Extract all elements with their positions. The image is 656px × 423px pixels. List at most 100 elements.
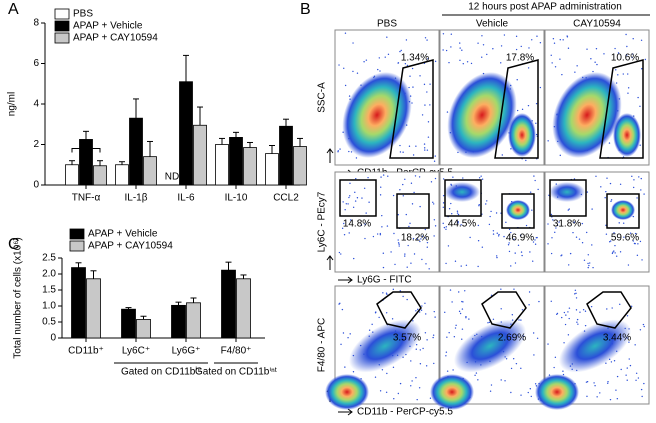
event-dot — [504, 380, 506, 382]
event-dot — [547, 243, 549, 245]
event-dot — [529, 191, 532, 193]
event-dot — [496, 256, 498, 259]
event-dot — [615, 69, 617, 71]
event-dot — [639, 240, 642, 243]
event-dot — [344, 84, 347, 87]
event-dot — [503, 34, 506, 36]
event-dot — [426, 149, 429, 151]
event-dot — [363, 61, 365, 63]
event-dot — [511, 314, 514, 316]
event-dot — [452, 176, 454, 178]
event-dot — [381, 214, 383, 217]
event-dot — [459, 42, 461, 44]
event-dot — [410, 385, 412, 387]
event-dot — [481, 56, 483, 58]
column-header: PBS — [377, 19, 397, 30]
event-dot — [517, 244, 520, 247]
gate — [376, 291, 422, 329]
event-dot — [348, 95, 351, 97]
event-dot — [432, 334, 435, 336]
event-dot — [492, 230, 495, 232]
event-dot — [537, 188, 539, 191]
event-dot — [468, 318, 470, 320]
density — [453, 319, 527, 373]
event-dot — [461, 49, 463, 51]
event-dot — [408, 86, 410, 89]
event-dot — [496, 232, 498, 234]
event-dot — [575, 236, 578, 238]
event-dot — [399, 382, 402, 385]
event-dot — [425, 263, 427, 265]
event-dot — [339, 148, 341, 150]
event-dot — [446, 336, 448, 338]
event-dot — [453, 335, 456, 338]
event-dot — [568, 208, 570, 210]
event-dot — [452, 369, 454, 371]
density — [430, 374, 474, 410]
legend-swatch — [54, 8, 70, 20]
event-dot — [397, 62, 400, 64]
event-dot — [559, 154, 561, 157]
event-dot — [594, 61, 596, 63]
event-dot — [528, 47, 530, 49]
event-dot — [585, 381, 588, 383]
event-dot — [344, 366, 346, 368]
event-dot — [551, 62, 553, 64]
event-dot — [477, 224, 480, 227]
legend-swatch — [54, 20, 70, 32]
density — [535, 374, 579, 410]
y-tick-label: 8 — [33, 18, 39, 29]
event-dot — [595, 48, 598, 50]
event-dot — [486, 53, 488, 56]
event-dot — [462, 301, 464, 303]
event-dot — [386, 293, 388, 296]
event-dot — [457, 222, 459, 224]
event-dot — [477, 42, 479, 44]
event-dot — [447, 245, 450, 247]
event-dot — [424, 228, 427, 231]
event-dot — [426, 39, 428, 41]
event-dot — [500, 288, 502, 290]
bar — [229, 137, 243, 186]
event-dot — [408, 225, 410, 228]
event-dot — [626, 315, 629, 317]
event-dot — [404, 63, 407, 65]
event-dot — [340, 343, 342, 346]
event-dot — [421, 305, 423, 307]
event-dot — [360, 224, 363, 226]
event-dot — [487, 322, 489, 324]
y-axis-label: Ly6C - PEcy7 — [317, 191, 328, 252]
bar — [221, 269, 236, 339]
event-dot — [554, 66, 557, 68]
event-dot — [615, 389, 617, 391]
event-dot — [386, 225, 389, 227]
event-dot — [521, 309, 524, 311]
event-dot — [587, 266, 589, 269]
event-dot — [625, 374, 627, 376]
event-dot — [433, 362, 435, 365]
event-dot — [412, 86, 414, 88]
bar — [79, 139, 93, 186]
event-dot — [586, 381, 589, 383]
event-dot — [622, 73, 624, 75]
event-dot — [612, 251, 614, 253]
event-dot — [536, 236, 538, 239]
event-dot — [394, 263, 396, 266]
event-dot — [603, 53, 605, 55]
x-axis-label: Ly6G - FITC — [357, 275, 412, 286]
event-dot — [399, 151, 402, 153]
gate — [586, 291, 632, 329]
event-dot — [531, 209, 533, 211]
event-dot — [428, 268, 430, 270]
event-dot — [449, 289, 452, 291]
event-dot — [558, 221, 560, 223]
event-dot — [342, 201, 344, 203]
event-dot — [368, 329, 371, 331]
event-dot — [365, 212, 367, 214]
event-dot — [421, 114, 424, 116]
event-dot — [408, 145, 411, 147]
event-dot — [469, 236, 471, 239]
x-tick-label: Ly6G⁺ — [172, 346, 201, 357]
event-dot — [606, 308, 608, 310]
